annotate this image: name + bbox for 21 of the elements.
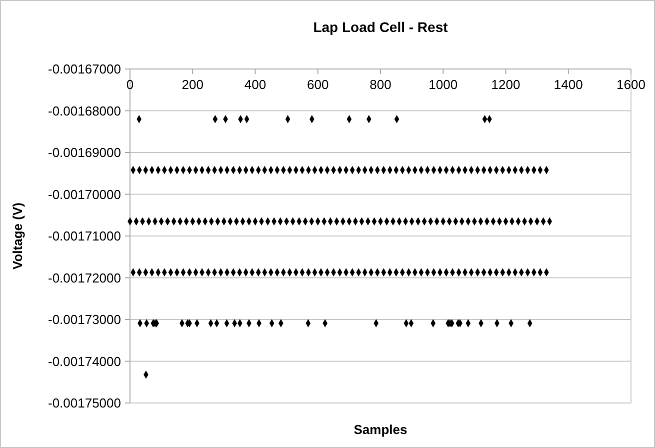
x-tick-label: 1600 [616,77,646,92]
y-tick-label: -0.00173000 [48,312,121,328]
x-tick-label: 200 [182,77,204,92]
x-tick-label: 800 [370,77,392,92]
x-axis-title: Samples [354,422,408,437]
x-tick-label: 1400 [554,77,583,92]
y-tick-label: -0.00172000 [48,270,121,286]
y-axis-title: Voltage (V) [10,202,25,270]
y-tick-label: -0.00169000 [48,145,121,160]
y-tick-label: -0.00168000 [48,103,121,118]
y-tick-label: -0.00167000 [48,62,121,77]
y-tick-label: -0.00170000 [48,186,121,202]
y-tick-label: -0.00171000 [48,228,121,244]
x-tick-label: 1200 [491,77,520,92]
x-tick-label: 400 [244,77,266,92]
y-tick-label: -0.00175000 [48,396,121,411]
x-tick-label: 0 [126,77,134,92]
x-tick-label: 1000 [428,77,458,92]
y-tick-label: -0.00174000 [48,354,121,369]
x-tick-label: 600 [307,77,329,92]
chart-title: Lap Load Cell - Rest [313,19,448,35]
